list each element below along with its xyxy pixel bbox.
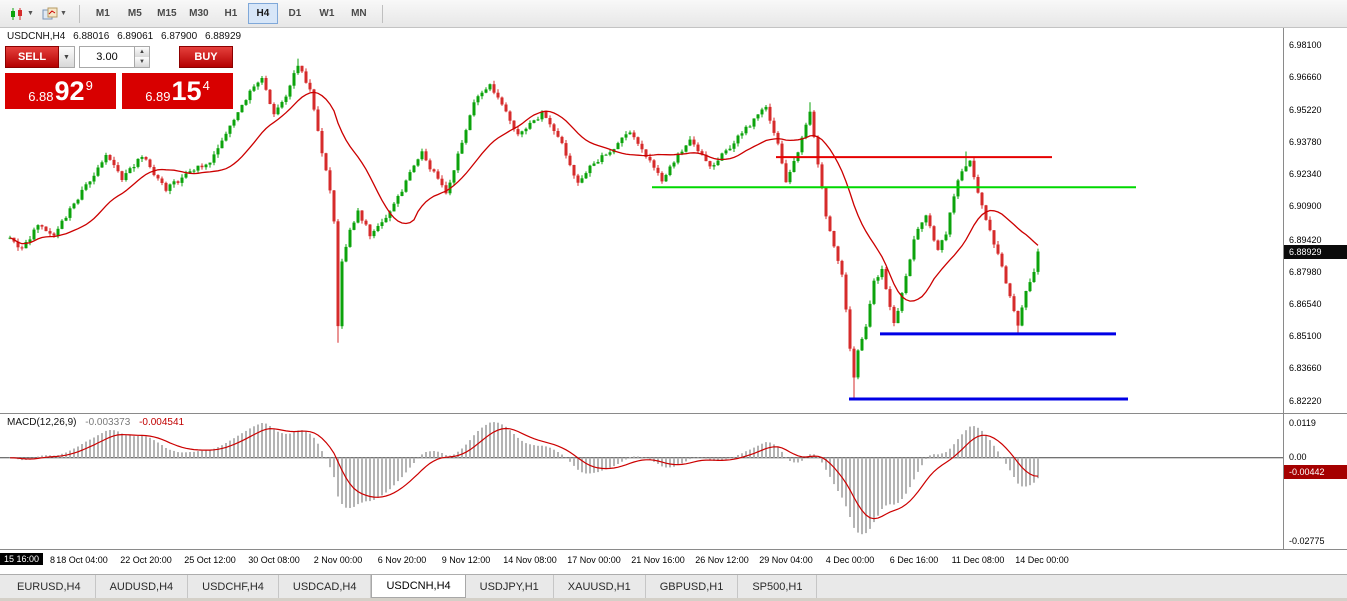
high-value: 6.89061: [117, 31, 154, 42]
chart-tab-gbpusd[interactable]: GBPUSD,H1: [645, 575, 739, 598]
toolbar: ▼ ▼ M1 M5 M15 M30 H1 H4 D1 W1 MN: [0, 0, 1347, 28]
time-axis[interactable]: 15 16:00 8 18 Oct 04:00 22 Oct 20:00 25 Oc…: [0, 550, 1283, 574]
time-axis-divider: [0, 549, 1347, 550]
timeframe-mn[interactable]: MN: [351, 8, 367, 19]
price-axis-label: 6.95220: [1289, 105, 1322, 115]
price-axis-label: 6.82220: [1289, 396, 1322, 406]
macd-indicator-label: MACD(12,26,9) -0.003373 -0.004541: [7, 417, 184, 428]
chart-type-icon: [11, 7, 22, 20]
ask-pip-fraction: 4: [202, 77, 210, 93]
time-axis-label: 17 Nov 00:00: [567, 555, 621, 565]
chart-tab-audusd[interactable]: AUDUSD,H4: [95, 575, 189, 598]
chart-tab-usdjpy[interactable]: USDJPY,H1: [465, 575, 554, 598]
volume-input[interactable]: [79, 46, 135, 68]
indicators-button[interactable]: ▼: [39, 4, 70, 24]
volume-decrease-button[interactable]: ▼: [135, 57, 149, 67]
time-axis-label: 22 Oct 20:00: [120, 555, 172, 565]
timeframe-d1[interactable]: D1: [288, 8, 302, 19]
time-axis-highlighted-label: 15 16:00: [0, 553, 44, 565]
time-axis-label: 11 Dec 08:00: [951, 555, 1005, 565]
time-axis-label: 21 Nov 16:00: [631, 555, 685, 565]
bid-pips: 92: [54, 75, 85, 106]
ask-pips: 15: [171, 75, 202, 106]
main-chart-canvas[interactable]: [0, 28, 1283, 413]
chart-tab-usdchf[interactable]: USDCHF,H4: [188, 575, 279, 598]
chevron-down-icon: ▼: [27, 10, 34, 17]
symbol-period-label: USDCNH,H4: [7, 31, 66, 42]
low-value: 6.87900: [161, 31, 198, 42]
timeframe-h1[interactable]: H1: [224, 8, 238, 19]
order-type-dropdown[interactable]: ▼: [59, 46, 75, 68]
price-axis-label: 6.86540: [1289, 299, 1322, 309]
macd-main-value: -0.003373: [85, 417, 131, 428]
chevron-down-icon: ▼: [63, 53, 70, 61]
chart-tab-usdcnh[interactable]: USDCNH,H4: [371, 575, 466, 598]
bid-price-tile[interactable]: 6.88 92 9: [5, 73, 116, 109]
chevron-down-icon: ▼: [59, 10, 67, 17]
macd-axis-max-label: 0.0119: [1289, 418, 1316, 428]
time-axis-stray-label: 8: [50, 555, 56, 565]
chart-ohlc-title: USDCNH,H4 6.88016 6.89061 6.87900 6.8892…: [7, 31, 246, 42]
time-axis-label: 26 Nov 12:00: [695, 555, 749, 565]
one-click-trade-panel: SELL ▼ ▲ ▼ BUY 6.88 92 9 6.89 15 4: [5, 46, 233, 109]
timeframe-m15[interactable]: M15: [157, 8, 177, 19]
ask-price-tile[interactable]: 6.89 15 4: [122, 73, 233, 109]
ask-big-figure: 6.89: [145, 88, 171, 104]
macd-signal-value: -0.004541: [139, 417, 185, 428]
indicators-icon: [42, 7, 58, 19]
macd-axis-min-label: -0.02775: [1289, 536, 1325, 546]
time-axis-label: 6 Nov 20:00: [377, 555, 427, 565]
timeframe-m30[interactable]: M30: [189, 8, 209, 19]
open-value: 6.88016: [73, 31, 110, 42]
chart-tab-eurusd[interactable]: EURUSD,H4: [3, 575, 96, 598]
buy-button[interactable]: BUY: [179, 46, 233, 68]
time-axis-label: 4 Dec 00:00: [825, 555, 875, 565]
volume-stepper: ▲ ▼: [135, 46, 150, 68]
price-axis-label: 6.98100: [1289, 40, 1322, 50]
price-axis-label: 6.85100: [1289, 331, 1322, 341]
price-axis-label: 6.92340: [1289, 169, 1322, 179]
price-axis-divider: [1283, 28, 1284, 550]
time-axis-label: 14 Nov 08:00: [503, 555, 557, 565]
chart-type-button[interactable]: ▼: [6, 4, 37, 24]
price-axis-label: 6.89420: [1289, 235, 1322, 245]
price-axis-label: 6.83660: [1289, 363, 1322, 373]
chart-tab-sp500[interactable]: SP500,H1: [738, 575, 818, 598]
chart-tab-xauusd[interactable]: XAUUSD,H1: [553, 575, 646, 598]
time-axis-label: 18 Oct 04:00: [56, 555, 108, 565]
volume-increase-button[interactable]: ▲: [135, 47, 149, 57]
timeframe-m1[interactable]: M1: [95, 8, 110, 19]
sell-button[interactable]: SELL: [5, 46, 59, 68]
macd-current-value-badge: -0.00442: [1284, 465, 1347, 479]
window-bottom-scrollbar[interactable]: [0, 598, 1347, 601]
timeframe-h4[interactable]: H4: [247, 3, 278, 24]
price-axis-label: 6.90900: [1289, 201, 1322, 211]
time-axis-label: 14 Dec 00:00: [1015, 555, 1069, 565]
price-axis-label: 6.93780: [1289, 137, 1322, 147]
macd-name: MACD(12,26,9): [7, 417, 77, 428]
bid-pip-fraction: 9: [85, 77, 93, 93]
macd-indicator-canvas[interactable]: [0, 414, 1283, 549]
toolbar-divider: [381, 4, 383, 23]
timeframe-m5[interactable]: M5: [127, 8, 142, 19]
price-axis-label: 6.96660: [1289, 72, 1322, 82]
indicator-window-divider[interactable]: [0, 413, 1347, 414]
chart-tab-usdcad[interactable]: USDCAD,H4: [278, 575, 372, 598]
close-value: 6.88929: [204, 31, 242, 42]
current-price-badge: 6.88929: [1284, 245, 1347, 259]
timeframe-w1[interactable]: W1: [319, 8, 335, 19]
time-axis-label: 9 Nov 12:00: [441, 555, 491, 565]
toolbar-divider: [78, 4, 80, 23]
time-axis-label: 2 Nov 00:00: [313, 555, 363, 565]
timeframe-group: M1 M5 M15 M30 H1 H4 D1 W1 MN: [87, 3, 375, 24]
time-axis-label: 30 Oct 08:00: [248, 555, 300, 565]
price-axis-label: 6.87980: [1289, 267, 1322, 277]
time-axis-label: 25 Oct 12:00: [184, 555, 236, 565]
chart-tab-bar: EURUSD,H4 AUDUSD,H4 USDCHF,H4 USDCAD,H4 USDC…: [0, 574, 1347, 598]
time-axis-label: 6 Dec 16:00: [889, 555, 939, 565]
bid-big-figure: 6.88: [28, 88, 54, 104]
time-axis-label: 29 Nov 04:00: [759, 555, 813, 565]
macd-axis-zero-label: 0.00: [1289, 452, 1307, 462]
